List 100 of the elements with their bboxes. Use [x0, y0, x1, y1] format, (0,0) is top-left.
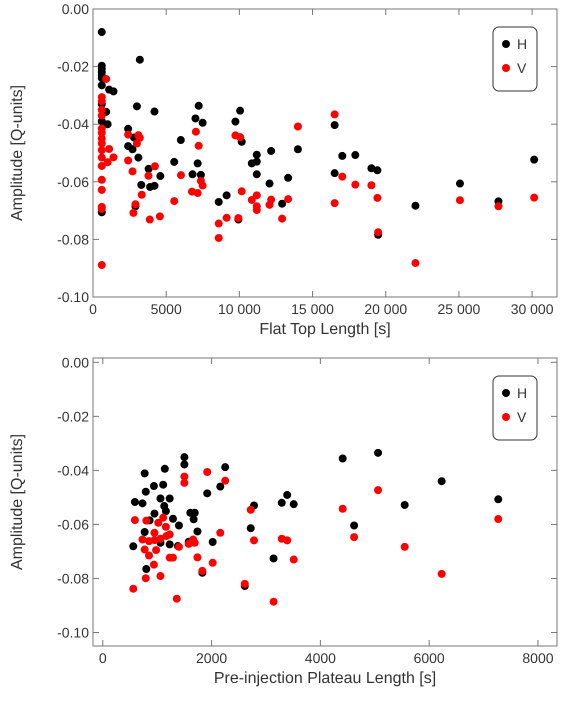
legend-label: V — [517, 60, 527, 76]
point — [142, 488, 150, 496]
x-tick-label: 6000 — [414, 650, 445, 666]
y-tick-label: -0.04 — [57, 116, 90, 132]
point — [166, 494, 174, 502]
point — [138, 536, 146, 544]
y-tick-label: -0.06 — [57, 516, 90, 532]
point — [350, 522, 358, 530]
point — [159, 480, 168, 489]
point — [278, 498, 286, 507]
y-tick-label: -0.02 — [57, 408, 90, 424]
y-axis-title: Amplitude [Q-units] — [9, 434, 26, 570]
point — [246, 506, 255, 514]
x-axis-title: Pre-injection Plateau Length [s] — [214, 670, 436, 687]
y-tick-label: -0.02 — [57, 58, 90, 75]
x-tick-label: 0 — [98, 650, 107, 666]
point — [140, 546, 149, 554]
x-tick-label: 4000 — [304, 650, 336, 666]
point — [350, 533, 358, 542]
point — [338, 504, 347, 513]
y-tick-label: -0.08 — [57, 570, 90, 586]
point — [221, 476, 230, 485]
point — [283, 536, 292, 544]
point — [283, 490, 292, 499]
point — [150, 510, 158, 518]
point — [221, 463, 230, 472]
point — [438, 570, 446, 578]
point — [162, 507, 170, 516]
point — [172, 594, 181, 603]
x-tick-label: 20 000 — [364, 301, 408, 317]
point — [270, 598, 278, 606]
point — [166, 540, 174, 548]
point — [138, 499, 146, 508]
point — [180, 460, 188, 468]
point — [130, 498, 139, 506]
point — [129, 542, 138, 550]
point — [203, 468, 212, 476]
point — [160, 464, 169, 473]
legend-label: V — [517, 409, 527, 425]
point — [203, 489, 212, 498]
y-tick-label: -0.06 — [57, 174, 90, 190]
point — [180, 453, 188, 462]
point — [140, 528, 149, 536]
point — [156, 534, 164, 543]
x-tick-label: 5000 — [150, 301, 182, 317]
point — [240, 580, 249, 588]
point — [494, 515, 502, 524]
point — [193, 527, 202, 536]
point — [190, 515, 198, 524]
point — [156, 572, 164, 580]
point — [290, 556, 298, 564]
point — [174, 522, 183, 530]
point — [290, 500, 298, 508]
point — [438, 477, 446, 486]
x-tick-label: 0 — [89, 301, 98, 317]
point — [162, 522, 170, 531]
y-tick-label: -0.04 — [57, 462, 90, 478]
point — [142, 574, 150, 582]
point — [129, 584, 138, 593]
point — [208, 538, 217, 546]
legend-label: H — [517, 385, 528, 401]
x-tick-label: 15 000 — [291, 301, 334, 317]
y-tick-label: -0.10 — [57, 624, 90, 640]
x-tick-label: 30 000 — [510, 301, 554, 317]
y-tick-label: 0.00 — [62, 1, 90, 17]
point — [156, 494, 164, 502]
x-axis-title: Flat Top Length [s] — [259, 321, 391, 338]
x-tick-label: 8000 — [522, 650, 554, 666]
point — [150, 560, 158, 569]
point — [216, 482, 224, 491]
y-axis-title: Amplitude [Q-units] — [9, 84, 26, 222]
point — [140, 469, 149, 478]
point — [180, 478, 188, 487]
point — [270, 554, 278, 562]
point — [400, 542, 409, 551]
point — [150, 482, 158, 490]
point — [374, 448, 382, 457]
point — [168, 514, 177, 523]
point — [250, 536, 258, 544]
x-tick-label: 10 000 — [218, 301, 261, 317]
x-tick-label: 2000 — [196, 650, 228, 666]
y-tick-label: 0.00 — [62, 354, 90, 370]
y-tick-label: -0.08 — [57, 231, 90, 248]
y-tick-label: -0.10 — [57, 289, 90, 305]
point — [208, 558, 217, 567]
point — [152, 546, 160, 554]
point — [338, 454, 347, 463]
point — [374, 486, 382, 494]
point — [145, 551, 154, 560]
x-tick-label: 25 000 — [438, 301, 481, 317]
point — [400, 500, 409, 509]
point — [142, 565, 150, 573]
point — [142, 516, 150, 525]
point — [193, 553, 202, 562]
point — [159, 514, 168, 522]
point — [162, 532, 170, 540]
legend-label: H — [517, 36, 528, 52]
point — [154, 518, 162, 527]
point — [216, 528, 224, 537]
point — [494, 495, 502, 504]
